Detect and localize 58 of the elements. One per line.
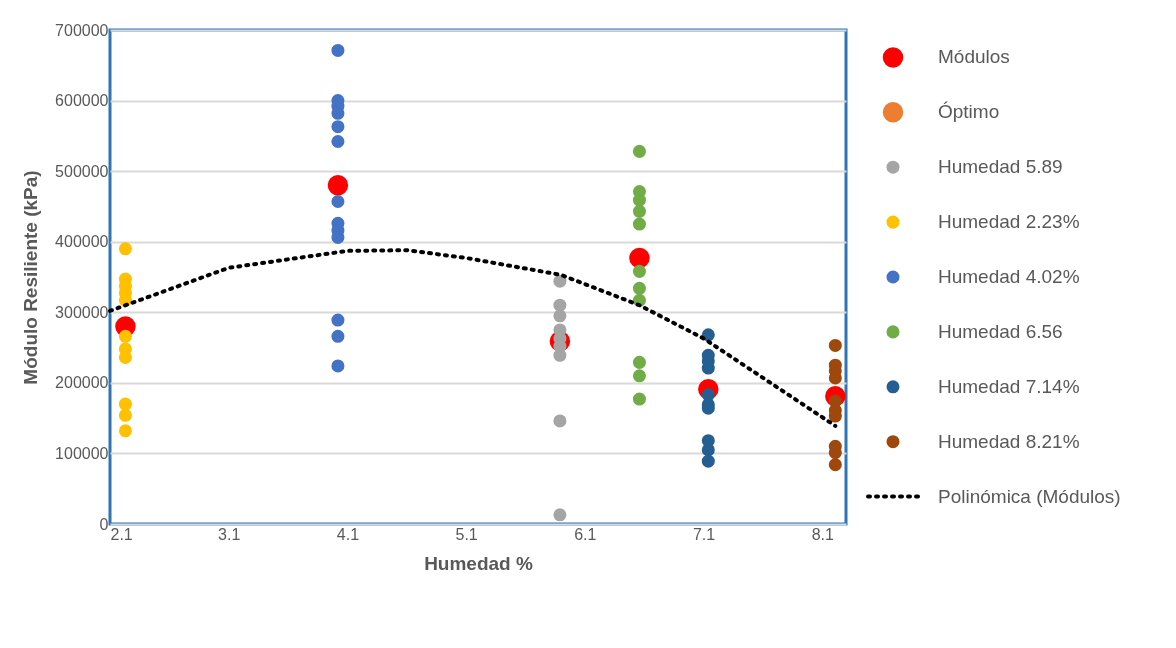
point (331, 120, 345, 134)
y-tick-label: 600000 (55, 92, 109, 110)
point (632, 369, 646, 383)
point (632, 144, 646, 158)
point (629, 247, 650, 269)
point (327, 175, 349, 196)
point (701, 454, 715, 468)
point (331, 135, 345, 149)
legend-label: Módulos (938, 46, 1010, 68)
y-tick-label: 700000 (55, 21, 109, 39)
x-tick-label: 4.1 (336, 525, 360, 543)
x-axis-title: Humedad % (424, 552, 533, 574)
point (632, 355, 646, 369)
point (632, 204, 646, 218)
x-tick-label: 8.1 (811, 525, 834, 543)
y-axis-title: Módulo Resiliente (kPa) (20, 170, 42, 385)
legend-label: Polinómica (Módulos) (938, 485, 1121, 507)
legend-label: Óptimo (938, 101, 1000, 123)
point (828, 458, 842, 472)
x-tick-label: 5.1 (455, 525, 478, 543)
y-tick-label: 400000 (55, 233, 109, 251)
point (118, 329, 132, 343)
y-tick-label: 200000 (55, 374, 109, 392)
point (118, 397, 132, 411)
point (331, 359, 345, 373)
point (632, 392, 646, 406)
point (632, 264, 646, 278)
y-tick-label: 100000 (55, 444, 109, 462)
point (632, 193, 646, 207)
point (118, 424, 132, 438)
y-tick-label: 500000 (55, 162, 109, 180)
point (118, 408, 132, 422)
line-series (108, 248, 838, 428)
point (632, 281, 646, 295)
x-tick-label: 6.1 (574, 525, 597, 543)
legend-label: Humedad 8.21% (938, 430, 1080, 452)
point (553, 348, 567, 362)
x-tick-label: 3.1 (218, 525, 241, 543)
y-tick-label: 0 (99, 515, 109, 533)
point (553, 508, 567, 522)
point (118, 242, 132, 256)
legend-label: Humedad 4.02% (938, 266, 1080, 287)
point (553, 309, 567, 323)
x-tick-label: 2.1 (110, 525, 133, 543)
legend-label: Humedad 7.14% (938, 375, 1080, 397)
point (331, 329, 345, 343)
legend-label: Humedad 5.89 (938, 156, 1063, 178)
legend-label: Humedad 2.23% (938, 211, 1080, 233)
point (701, 443, 715, 457)
point (632, 217, 646, 231)
point (331, 313, 345, 327)
point (553, 414, 567, 428)
point (331, 43, 345, 57)
y-tick-label: 300000 (55, 303, 109, 321)
x-tick-label: 7.1 (692, 525, 716, 543)
point (828, 338, 842, 352)
legend-label: Humedad 6.56 (938, 320, 1063, 342)
point (331, 194, 345, 208)
